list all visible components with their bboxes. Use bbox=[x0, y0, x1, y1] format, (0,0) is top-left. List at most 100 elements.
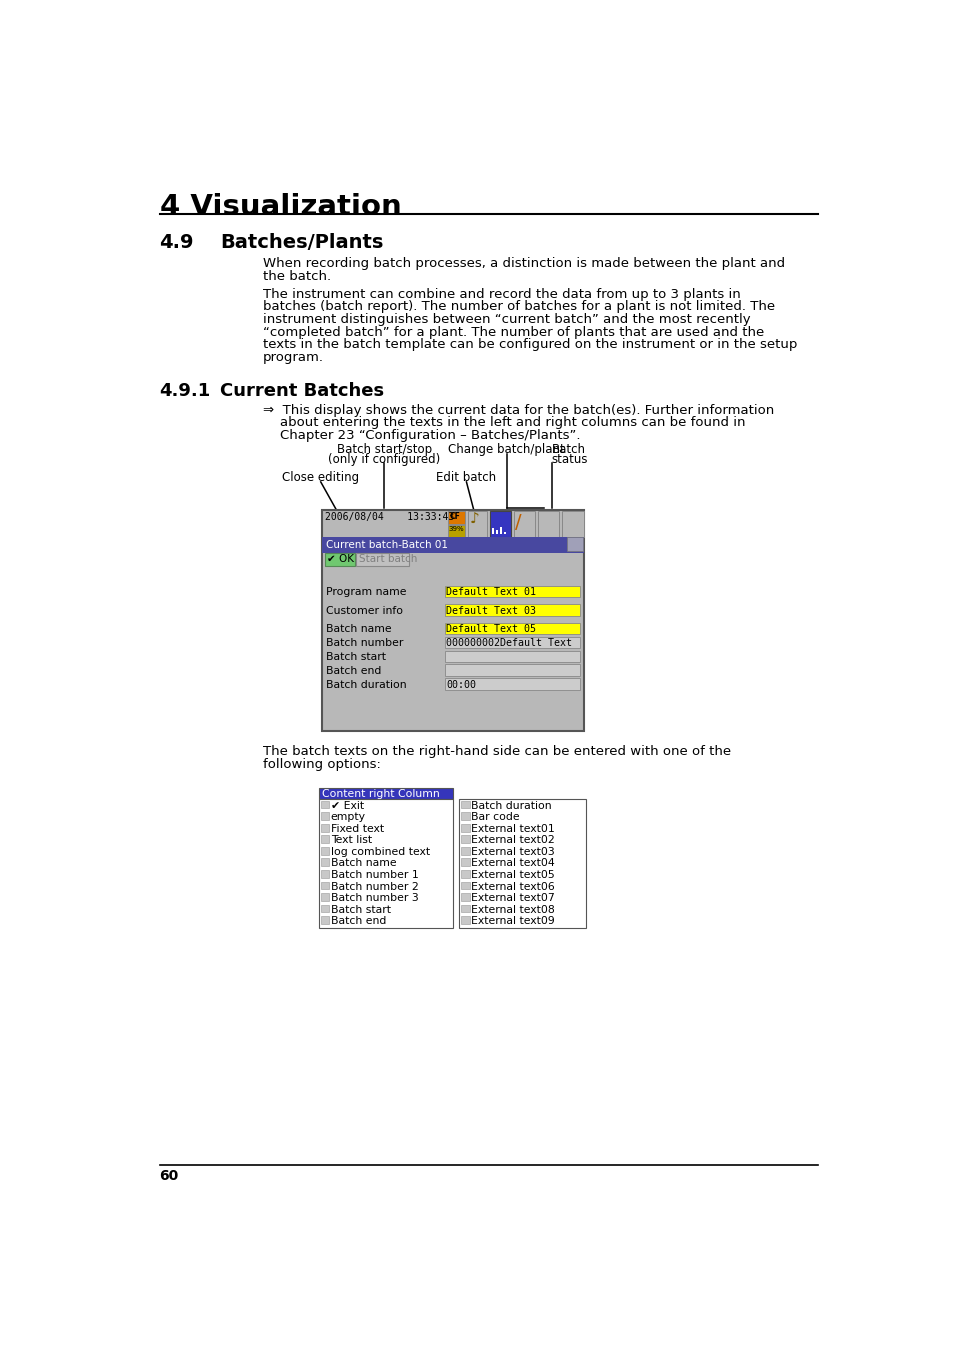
Bar bbox=[459, 799, 585, 927]
Text: Content right Column: Content right Column bbox=[321, 790, 438, 799]
Text: the batch.: the batch. bbox=[262, 270, 331, 284]
Bar bbox=[460, 836, 469, 842]
Text: 39%: 39% bbox=[448, 526, 464, 532]
Text: instrument distinguishes between “current batch” and the most recently: instrument distinguishes between “curren… bbox=[262, 313, 749, 325]
Bar bbox=[325, 552, 355, 566]
Text: batches (batch report). The number of batches for a plant is not limited. The: batches (batch report). The number of ba… bbox=[262, 300, 774, 313]
Text: empty: empty bbox=[331, 813, 365, 822]
Text: Batch number 1: Batch number 1 bbox=[331, 869, 418, 880]
Text: ♪: ♪ bbox=[469, 512, 478, 526]
Text: Batch start: Batch start bbox=[331, 904, 391, 915]
Text: Batch name: Batch name bbox=[331, 859, 396, 868]
Bar bbox=[460, 846, 469, 855]
Bar bbox=[561, 512, 583, 537]
Text: Fixed text: Fixed text bbox=[331, 824, 383, 834]
Text: Current batch-Batch 01: Current batch-Batch 01 bbox=[326, 540, 448, 549]
Bar bbox=[444, 637, 579, 648]
Bar bbox=[320, 836, 329, 842]
Bar bbox=[320, 882, 329, 890]
Bar bbox=[444, 651, 579, 661]
Text: ✔ OK: ✔ OK bbox=[327, 555, 354, 564]
Text: program.: program. bbox=[262, 351, 323, 364]
Bar bbox=[460, 801, 469, 809]
Bar bbox=[492, 528, 494, 535]
Text: External text09: External text09 bbox=[471, 917, 555, 926]
Bar bbox=[460, 904, 469, 913]
Text: Text list: Text list bbox=[331, 836, 372, 845]
Text: External text01: External text01 bbox=[471, 824, 555, 834]
Text: The batch texts on the right-hand side can be entered with one of the: The batch texts on the right-hand side c… bbox=[262, 745, 730, 759]
Text: Current Batches: Current Batches bbox=[220, 382, 384, 400]
Text: Batch end: Batch end bbox=[331, 917, 386, 926]
Text: Batches/Plants: Batches/Plants bbox=[220, 232, 383, 252]
Bar bbox=[444, 678, 579, 690]
Text: Default Text 05: Default Text 05 bbox=[446, 625, 536, 634]
Bar bbox=[503, 532, 505, 535]
Text: Default Text 01: Default Text 01 bbox=[446, 587, 536, 598]
Text: Batch end: Batch end bbox=[326, 666, 381, 676]
Text: Batch duration: Batch duration bbox=[471, 801, 551, 811]
Text: ✔ Exit: ✔ Exit bbox=[331, 801, 363, 811]
Text: Customer info: Customer info bbox=[326, 606, 403, 616]
Bar bbox=[320, 917, 329, 923]
Text: 000000002Default Text: 000000002Default Text bbox=[446, 639, 572, 648]
Text: Batch number 2: Batch number 2 bbox=[331, 882, 418, 891]
Text: Chapter 23 “Configuration – Batches/Plants”.: Chapter 23 “Configuration – Batches/Plan… bbox=[262, 429, 579, 443]
Text: Batch start: Batch start bbox=[326, 652, 386, 662]
Bar bbox=[460, 813, 469, 819]
Text: 4.9.1: 4.9.1 bbox=[159, 382, 211, 400]
Bar bbox=[319, 787, 453, 799]
Text: External text04: External text04 bbox=[471, 859, 555, 868]
Bar bbox=[444, 605, 579, 616]
Text: status: status bbox=[551, 454, 588, 467]
Text: External text08: External text08 bbox=[471, 904, 555, 915]
Text: “completed batch” for a plant. The number of plants that are used and the: “completed batch” for a plant. The numbe… bbox=[262, 325, 763, 339]
Bar bbox=[320, 894, 329, 900]
Bar bbox=[320, 824, 329, 832]
Bar bbox=[460, 917, 469, 923]
Bar bbox=[320, 846, 329, 855]
Text: ⇒  This display shows the current data for the batch(es). Further information: ⇒ This display shows the current data fo… bbox=[262, 404, 773, 417]
Bar bbox=[447, 512, 464, 524]
Text: (only if configured): (only if configured) bbox=[328, 454, 440, 467]
Text: External text02: External text02 bbox=[471, 836, 555, 845]
Text: Bar code: Bar code bbox=[471, 813, 519, 822]
Text: Batch name: Batch name bbox=[326, 625, 392, 634]
Text: Start batch: Start batch bbox=[358, 555, 416, 564]
Text: Batch number: Batch number bbox=[326, 639, 403, 648]
Text: 00:00: 00:00 bbox=[446, 680, 476, 690]
Text: The instrument can combine and record the data from up to 3 plants in: The instrument can combine and record th… bbox=[262, 288, 740, 301]
Bar bbox=[537, 512, 558, 537]
Bar bbox=[322, 537, 583, 552]
Bar bbox=[513, 512, 535, 537]
Bar bbox=[356, 552, 409, 566]
Bar bbox=[319, 799, 453, 927]
Text: Change batch/plant: Change batch/plant bbox=[448, 443, 564, 456]
Text: Default Text 03: Default Text 03 bbox=[446, 606, 536, 616]
Text: log combined text: log combined text bbox=[331, 846, 430, 857]
Bar bbox=[567, 537, 582, 551]
Bar bbox=[499, 526, 501, 535]
Bar bbox=[320, 813, 329, 819]
Text: Program name: Program name bbox=[326, 587, 406, 598]
Text: Batch start/stop: Batch start/stop bbox=[336, 443, 432, 456]
Bar bbox=[489, 512, 511, 537]
Text: about entering the texts in the left and right columns can be found in: about entering the texts in the left and… bbox=[262, 417, 744, 429]
Bar bbox=[444, 664, 579, 676]
Text: CF: CF bbox=[449, 512, 459, 521]
Bar bbox=[320, 801, 329, 809]
Text: texts in the batch template can be configured on the instrument or in the setup: texts in the batch template can be confi… bbox=[262, 339, 796, 351]
Bar bbox=[320, 869, 329, 878]
Bar bbox=[319, 799, 452, 810]
Text: External text06: External text06 bbox=[471, 882, 555, 891]
Text: 4 Visualization: 4 Visualization bbox=[159, 193, 401, 221]
Text: Batch: Batch bbox=[551, 443, 585, 456]
Bar bbox=[322, 510, 583, 732]
Bar bbox=[460, 824, 469, 832]
Bar bbox=[460, 882, 469, 890]
Text: 4.9: 4.9 bbox=[159, 232, 193, 252]
Bar bbox=[320, 904, 329, 913]
Text: Close editing: Close editing bbox=[282, 471, 359, 485]
Bar bbox=[460, 869, 469, 878]
Text: 60: 60 bbox=[159, 1169, 178, 1183]
